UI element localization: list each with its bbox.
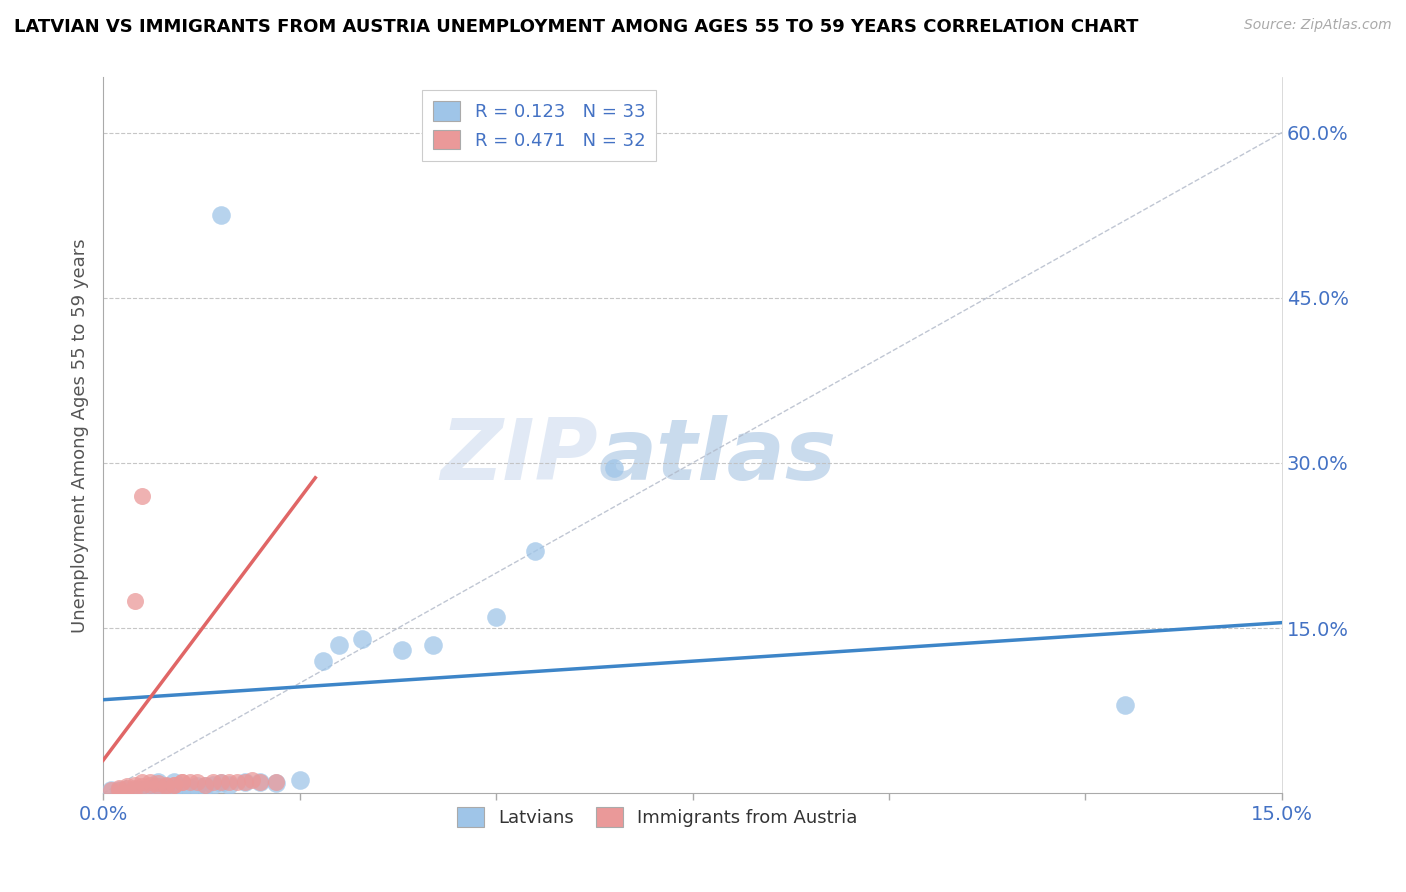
Point	[186, 779, 208, 793]
Point	[179, 775, 201, 789]
Point	[139, 778, 162, 792]
Point	[328, 638, 350, 652]
Point	[131, 489, 153, 503]
Point	[146, 775, 169, 789]
Point	[209, 208, 232, 222]
Point	[115, 780, 138, 795]
Point	[202, 778, 225, 792]
Point	[264, 776, 287, 790]
Point	[124, 778, 146, 792]
Point	[242, 773, 264, 788]
Point	[218, 778, 240, 792]
Point	[288, 773, 311, 788]
Point	[124, 783, 146, 797]
Point	[146, 779, 169, 793]
Point	[139, 775, 162, 789]
Point	[155, 781, 177, 796]
Point	[146, 780, 169, 795]
Point	[225, 775, 247, 789]
Point	[194, 779, 217, 793]
Point	[233, 775, 256, 789]
Point	[155, 778, 177, 792]
Point	[391, 643, 413, 657]
Point	[131, 775, 153, 789]
Point	[170, 780, 193, 795]
Point	[179, 780, 201, 795]
Point	[264, 775, 287, 789]
Point	[108, 783, 131, 797]
Point	[155, 779, 177, 793]
Point	[170, 775, 193, 789]
Point	[131, 783, 153, 797]
Point	[108, 783, 131, 797]
Point	[1114, 698, 1136, 713]
Point	[100, 783, 122, 797]
Point	[131, 783, 153, 797]
Text: ZIP: ZIP	[440, 416, 598, 499]
Point	[202, 775, 225, 789]
Text: atlas: atlas	[598, 416, 837, 499]
Point	[163, 778, 186, 792]
Text: LATVIAN VS IMMIGRANTS FROM AUSTRIA UNEMPLOYMENT AMONG AGES 55 TO 59 YEARS CORREL: LATVIAN VS IMMIGRANTS FROM AUSTRIA UNEMP…	[14, 18, 1139, 36]
Point	[163, 778, 186, 792]
Point	[209, 775, 232, 789]
Point	[139, 781, 162, 796]
Point	[194, 778, 217, 792]
Point	[100, 783, 122, 797]
Point	[146, 776, 169, 790]
Point	[524, 544, 547, 558]
Point	[186, 775, 208, 789]
Text: Source: ZipAtlas.com: Source: ZipAtlas.com	[1244, 18, 1392, 32]
Point	[352, 632, 374, 647]
Point	[209, 776, 232, 790]
Point	[163, 780, 186, 795]
Point	[249, 775, 271, 789]
Point	[233, 775, 256, 789]
Y-axis label: Unemployment Among Ages 55 to 59 years: Unemployment Among Ages 55 to 59 years	[72, 238, 89, 632]
Point	[485, 610, 508, 624]
Point	[163, 775, 186, 789]
Point	[422, 638, 444, 652]
Point	[603, 461, 626, 475]
Point	[124, 593, 146, 607]
Point	[108, 780, 131, 795]
Legend: Latvians, Immigrants from Austria: Latvians, Immigrants from Austria	[450, 800, 865, 834]
Point	[249, 775, 271, 789]
Point	[170, 775, 193, 789]
Point	[115, 779, 138, 793]
Point	[115, 783, 138, 797]
Point	[218, 775, 240, 789]
Point	[312, 654, 335, 668]
Point	[124, 780, 146, 795]
Point	[131, 779, 153, 793]
